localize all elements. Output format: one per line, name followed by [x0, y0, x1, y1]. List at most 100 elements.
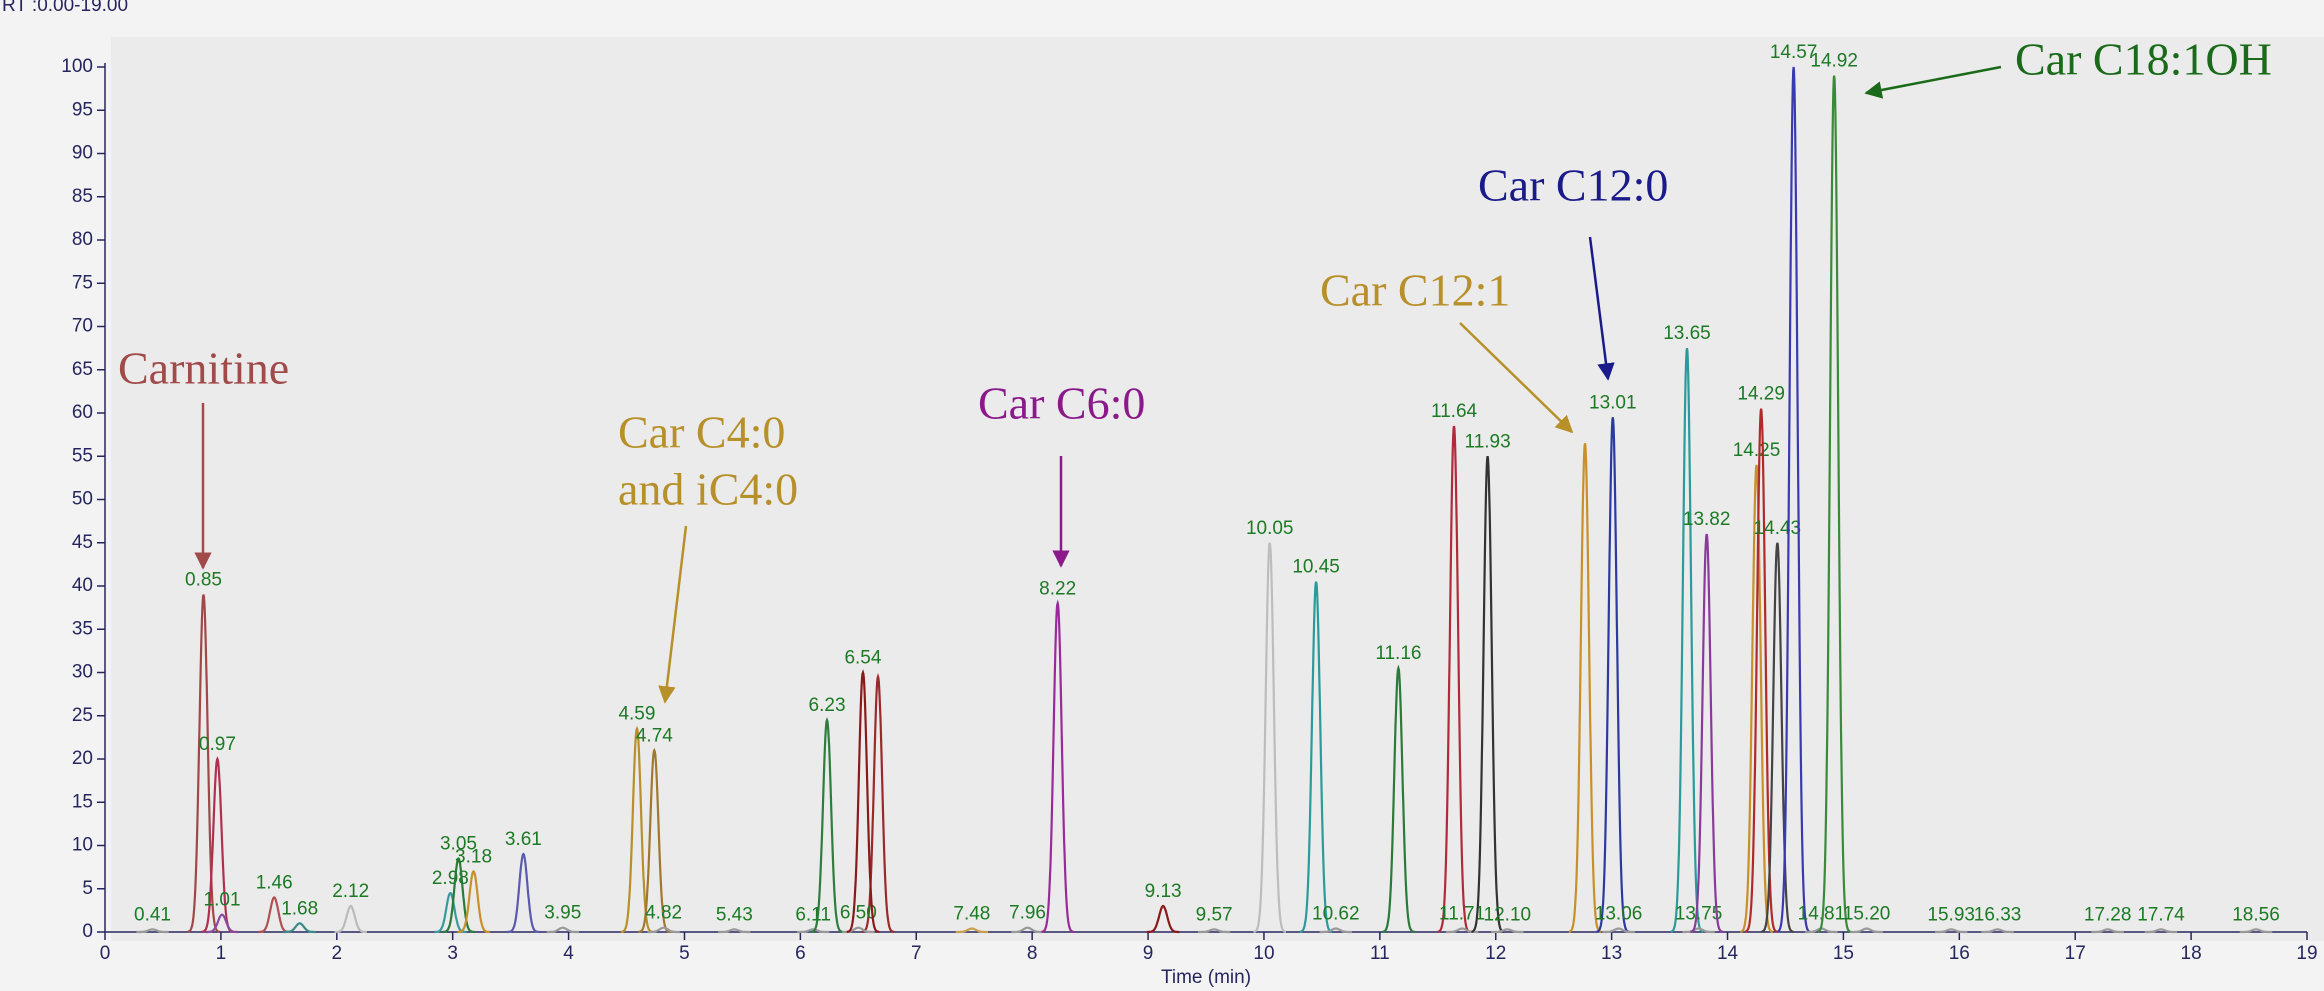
- y-tick-label: 65: [72, 359, 93, 380]
- peak-label: 7.48: [953, 904, 990, 925]
- peak: [1596, 417, 1630, 933]
- peak: [638, 747, 671, 933]
- peak: [1491, 928, 1524, 934]
- y-tick-label: 35: [72, 618, 93, 639]
- x-tick-label: 13: [1601, 943, 1622, 964]
- peak: [1146, 904, 1180, 934]
- peak: [1817, 75, 1851, 933]
- peak-label: 9.13: [1145, 881, 1182, 902]
- peak-label: 4.59: [618, 704, 655, 725]
- peak: [1253, 542, 1287, 933]
- annotation: Carnitine: [118, 343, 289, 394]
- annotation-arrow: [1864, 65, 2002, 99]
- peak-label: 10.45: [1292, 557, 1340, 578]
- peak-label: 17.28: [2084, 904, 2132, 925]
- x-tick-label: 18: [2181, 943, 2202, 964]
- peak-label: 3.95: [544, 903, 581, 924]
- y-tick-label: 15: [72, 791, 93, 812]
- x-tick-label: 1: [216, 943, 227, 964]
- peak: [1670, 347, 1704, 933]
- peak-label: 6.23: [809, 695, 846, 716]
- peak-label: 1.46: [256, 872, 293, 893]
- peak-label: 8.22: [1039, 578, 1076, 599]
- x-tick-label: 10: [1253, 943, 1274, 964]
- annotation-arrow: [658, 525, 688, 704]
- x-axis-label: Time (min): [1161, 967, 1251, 988]
- peak: [1471, 456, 1504, 933]
- peak: [1568, 443, 1602, 933]
- peak: [1744, 408, 1778, 933]
- y-tick-label: 95: [72, 99, 93, 120]
- annotation-arrow: [1459, 322, 1574, 434]
- peak-label: 11.16: [1375, 643, 1421, 664]
- x-tick-label: 17: [2065, 943, 2086, 964]
- y-tick-label: 10: [72, 835, 93, 856]
- peak: [187, 594, 220, 933]
- x-tick-label: 0: [100, 943, 111, 964]
- x-tick-label: 6: [795, 943, 806, 964]
- peak-label: 2.98: [432, 868, 469, 889]
- peak: [2239, 928, 2273, 934]
- annotation-arrow: [1588, 236, 1615, 381]
- peak-label: 13.01: [1589, 392, 1637, 413]
- peak-label: 10.62: [1312, 904, 1360, 925]
- peak-label: 4.82: [645, 903, 682, 924]
- peak: [796, 928, 830, 934]
- plot-area: [111, 37, 2324, 941]
- annotation: Car C18:1OH: [2015, 34, 2272, 85]
- y-tick-label: 30: [72, 662, 93, 683]
- peak-label: 1.01: [204, 890, 241, 911]
- peak: [647, 926, 680, 934]
- peak-label: 14.43: [1754, 518, 1802, 539]
- peak: [1197, 928, 1231, 934]
- y-tick-label: 100: [61, 56, 93, 77]
- peak-label: 11.93: [1465, 431, 1511, 452]
- peak-label: 11.71: [1439, 904, 1485, 925]
- peak: [1690, 533, 1724, 933]
- peak: [1602, 927, 1635, 934]
- peak-label: 6.50: [840, 903, 877, 924]
- peak: [283, 922, 316, 934]
- peak: [507, 852, 540, 934]
- peak-label: 15.93: [1927, 904, 1975, 925]
- peak: [861, 673, 895, 933]
- peak-label: 14.29: [1737, 384, 1785, 405]
- y-tick-label: 70: [72, 316, 93, 337]
- peak-label: 13.82: [1683, 509, 1731, 530]
- x-tick-label: 16: [1949, 943, 1970, 964]
- peak-label: 3.61: [505, 829, 542, 850]
- peak-label: 0.41: [134, 904, 171, 925]
- peak: [810, 717, 844, 933]
- peak: [205, 913, 239, 934]
- annotation: Car C12:1: [1320, 265, 1510, 316]
- y-tick-label: 25: [72, 705, 93, 726]
- y-tick-label: 50: [72, 489, 93, 510]
- y-tick-label: 5: [82, 878, 93, 899]
- x-tick-label: 14: [1717, 943, 1739, 964]
- y-tick-label: 85: [72, 186, 93, 207]
- peak: [1850, 927, 1883, 934]
- peak-label: 1.68: [281, 898, 318, 919]
- x-tick-label: 19: [2296, 943, 2317, 964]
- peak: [1777, 66, 1811, 933]
- x-tick-label: 8: [1027, 943, 1038, 964]
- peak: [442, 857, 475, 934]
- y-tick-label: 90: [72, 143, 93, 164]
- peak: [1437, 425, 1471, 933]
- x-tick-label: 4: [563, 943, 574, 964]
- peak: [546, 926, 579, 934]
- peak-label: 0.85: [185, 570, 222, 591]
- annotation: Car C6:0: [978, 378, 1145, 429]
- peak-label: 6.54: [844, 648, 881, 669]
- x-tick-label: 9: [1143, 943, 1154, 964]
- peak: [1935, 928, 1968, 934]
- peak-label: 13.06: [1595, 904, 1643, 925]
- peak: [955, 927, 989, 934]
- peak-label: 11.64: [1431, 401, 1478, 422]
- peak: [136, 928, 169, 934]
- peak: [1682, 927, 1715, 934]
- peak: [1760, 542, 1794, 933]
- x-tick-label: 12: [1485, 943, 1506, 964]
- x-tick-label: 11: [1370, 943, 1390, 964]
- peak-label: 4.74: [636, 725, 673, 746]
